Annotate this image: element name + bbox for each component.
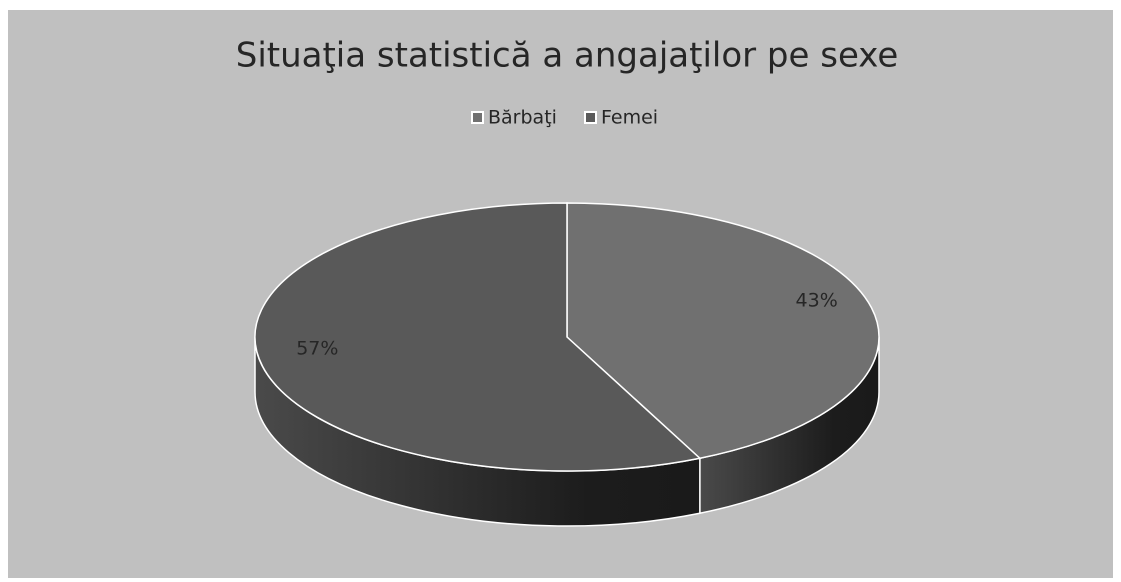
legend-marker <box>584 111 597 124</box>
pie: 43% 57% <box>254 202 880 527</box>
legend-marker <box>471 111 484 124</box>
slice <box>566 202 880 460</box>
legend: Bărbaţi Femei <box>471 107 658 129</box>
slice <box>254 202 702 472</box>
data-label: 43% <box>796 290 838 312</box>
chart-title: Situaţia statistică a angajaţilor pe sex… <box>236 36 899 76</box>
data-label: 57% <box>296 337 338 359</box>
legend-label: Femei <box>601 107 658 129</box>
legend-label: Bărbaţi <box>488 107 557 129</box>
